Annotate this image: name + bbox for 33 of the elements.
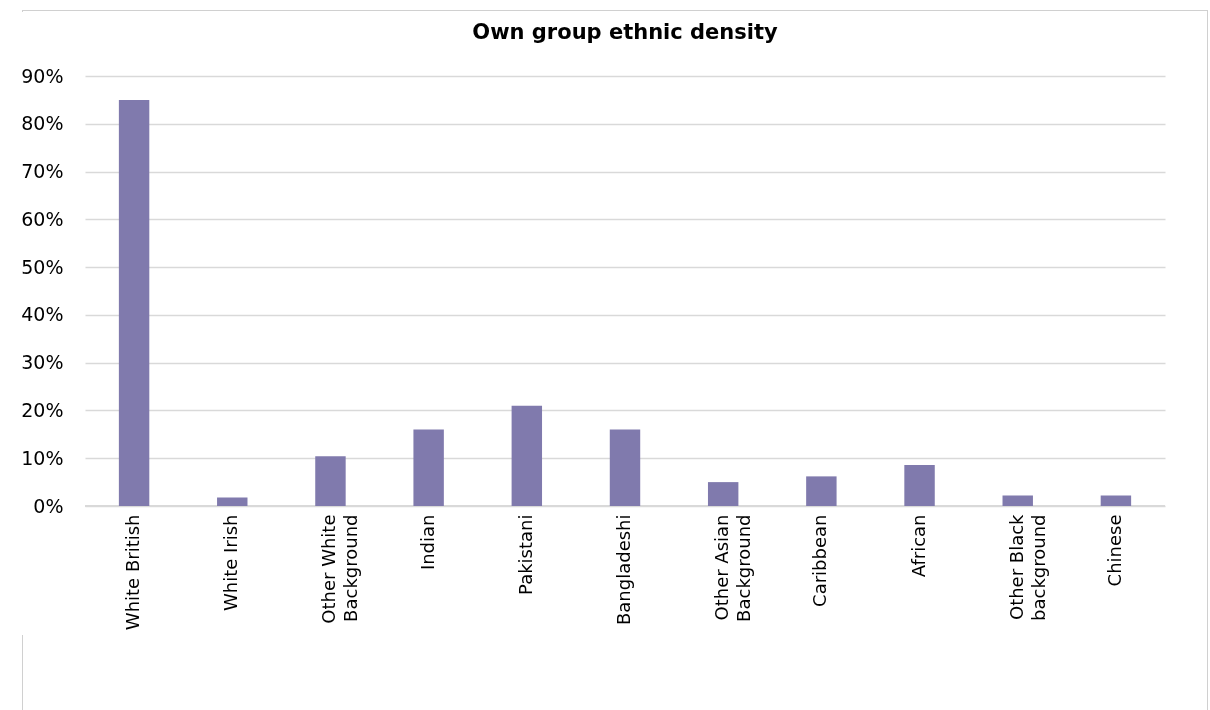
bar xyxy=(315,456,346,506)
x-tick-label: Caribbean xyxy=(809,514,831,607)
y-tick-label: 0% xyxy=(33,494,64,517)
bar xyxy=(511,405,543,506)
y-tick-label: 50% xyxy=(21,255,64,278)
x-tick-label: White British xyxy=(122,514,144,631)
y-tick-label: 70% xyxy=(21,160,64,183)
x-tick-label: White Irish xyxy=(220,514,242,612)
y-tick-label: 40% xyxy=(21,303,64,326)
x-tick-label: Chinese xyxy=(1103,514,1125,587)
x-tick-label: Other Black background xyxy=(1005,513,1049,621)
y-tick-label: 10% xyxy=(21,446,64,469)
chart-title: Own group ethnic density xyxy=(472,20,779,44)
bar xyxy=(118,99,150,506)
y-tick-label: 80% xyxy=(21,112,64,135)
bar xyxy=(707,482,739,506)
bar xyxy=(609,429,641,506)
x-tick-label: Indian xyxy=(416,514,438,571)
bar xyxy=(413,429,444,506)
x-tick-label: Pakistani xyxy=(514,514,536,595)
x-tick-label: Other White Background xyxy=(318,514,362,624)
y-tick-label: 60% xyxy=(21,207,64,230)
bar xyxy=(904,464,935,506)
y-tick-label: 90% xyxy=(21,64,64,87)
bar xyxy=(217,497,248,506)
x-tick-label: African xyxy=(907,514,929,578)
y-tick-label: 20% xyxy=(21,398,64,421)
bar xyxy=(1002,495,1033,506)
x-tick-label: Bangladeshi xyxy=(613,514,634,626)
bar xyxy=(806,476,837,506)
x-tick-label: Other Asian Background xyxy=(711,514,755,622)
bar xyxy=(1100,495,1132,506)
y-tick-label: 30% xyxy=(21,351,64,374)
